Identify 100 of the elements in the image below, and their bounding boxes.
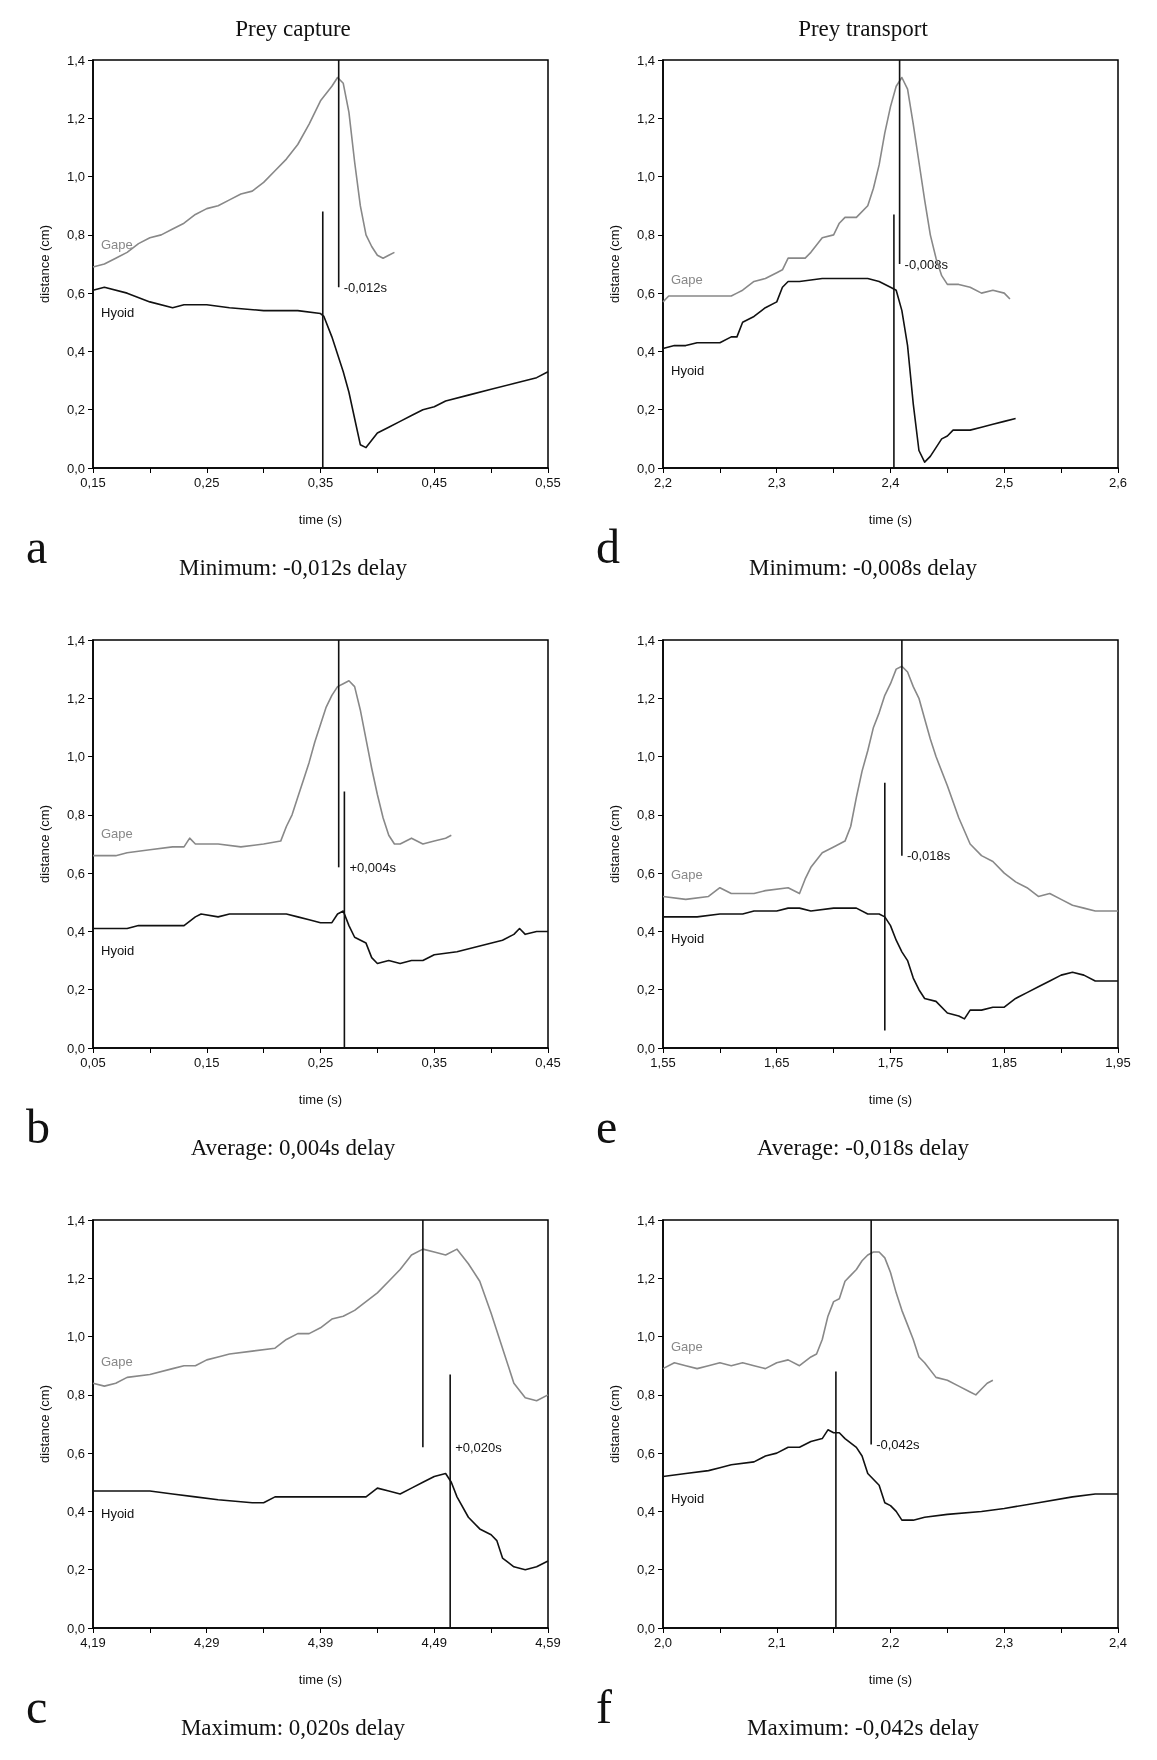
line-series — [662, 76, 1011, 303]
series-label: Gape — [101, 237, 133, 253]
y-tick-label: 0,2 — [636, 1562, 655, 1578]
y-tick-label: 0,2 — [66, 1562, 85, 1578]
x-tick-label: 1,85 — [991, 1055, 1017, 1070]
x-axis-title: time (s) — [298, 1672, 343, 1687]
series-label: Hyoid — [101, 943, 135, 959]
y-axis-title: distance (cm) — [607, 804, 622, 884]
y-tick-label: 1,4 — [636, 1212, 655, 1228]
line-series — [92, 76, 396, 268]
y-tick-label: 0,8 — [636, 807, 655, 823]
text: f — [596, 1679, 612, 1733]
y-tick-label: 0,0 — [636, 1040, 655, 1056]
x-tick-label: 0,35 — [307, 475, 334, 490]
x-tick-label: 2,3 — [995, 1635, 1014, 1650]
line-series — [92, 1248, 549, 1402]
y-tick-label: 1,4 — [636, 632, 655, 648]
x-tick-label: 1,75 — [877, 1055, 904, 1070]
x-tick-label: 4,29 — [194, 1635, 220, 1650]
y-tick-label: 0,0 — [636, 1620, 655, 1636]
text: d — [596, 519, 620, 573]
x-tick-label: 2,6 — [1108, 475, 1128, 490]
text: Maximum: -0,042s delay — [747, 1715, 980, 1740]
y-tick-label: 1,4 — [636, 52, 655, 68]
y-tick-label: 1,2 — [636, 110, 655, 126]
y-tick-label: 0,6 — [66, 285, 85, 301]
series-label: Gape — [101, 826, 133, 842]
x-tick-label: 0,45 — [421, 475, 447, 490]
x-tick-label: 2,3 — [767, 475, 786, 490]
y-tick-label: 0,4 — [66, 923, 85, 939]
annotation: +0,020s — [455, 1439, 503, 1455]
text: c — [26, 1679, 48, 1733]
y-tick-label: 1,2 — [66, 690, 85, 706]
x-tick-label: 0,15 — [80, 475, 106, 490]
series-label: Hyoid — [671, 1490, 705, 1506]
chart-title: Prey transport — [798, 16, 929, 41]
y-tick-label: 1,4 — [66, 52, 85, 68]
series-label: Hyoid — [671, 931, 705, 947]
y-axis-title: distance (cm) — [607, 1384, 622, 1464]
series-label: Hyoid — [101, 1505, 135, 1521]
y-tick-label: 0,8 — [66, 227, 85, 243]
text: Minimum: -0,008s delay — [748, 555, 978, 580]
x-tick-label: 4,59 — [535, 1635, 561, 1650]
text: Maximum: 0,020s delay — [180, 1715, 406, 1740]
y-tick-label: 0,6 — [636, 285, 655, 301]
y-tick-label: 1,2 — [636, 690, 655, 706]
x-axis-title: time (s) — [298, 512, 343, 527]
x-tick-label: 0,35 — [421, 1055, 447, 1070]
series-label: Hyoid — [101, 304, 135, 320]
y-tick-label: 1,0 — [66, 1329, 85, 1345]
y-tick-label: 0,2 — [636, 402, 655, 418]
x-tick-label: 2,4 — [1108, 1635, 1128, 1650]
y-tick-label: 0,2 — [66, 982, 85, 998]
y-axis-title: distance (cm) — [607, 224, 622, 304]
y-tick-label: 0,6 — [66, 865, 85, 881]
x-tick-label: 0,05 — [80, 1055, 106, 1070]
y-tick-label: 0,8 — [636, 227, 655, 243]
y-tick-label: 0,0 — [66, 460, 85, 476]
y-tick-label: 0,0 — [66, 1040, 85, 1056]
x-tick-label: 2,2 — [881, 1635, 900, 1650]
x-tick-label: 0,15 — [194, 1055, 220, 1070]
x-tick-label: 2,4 — [881, 475, 900, 490]
line-series — [92, 680, 453, 857]
x-axis-title: time (s) — [298, 1092, 343, 1107]
y-tick-label: 0,0 — [636, 460, 655, 476]
annotation: -0,018s — [906, 848, 951, 864]
y-tick-label: 0,6 — [636, 865, 655, 881]
y-tick-label: 1,0 — [636, 749, 655, 765]
series-label: Gape — [101, 1353, 133, 1369]
series-label: Hyoid — [671, 363, 705, 379]
x-tick-label: 0,55 — [535, 475, 561, 490]
series-label: Gape — [671, 866, 703, 882]
x-tick-label: 0,45 — [535, 1055, 561, 1070]
x-tick-label: 2,0 — [653, 1635, 673, 1650]
text: b — [26, 1099, 50, 1153]
text: Average: 0,004s delay — [190, 1135, 396, 1160]
annotation: +0,004s — [349, 859, 397, 875]
series-label: Gape — [671, 1339, 703, 1355]
annotation: -0,042s — [876, 1436, 921, 1452]
y-tick-label: 0,4 — [636, 1503, 655, 1519]
y-axis-title: distance (cm) — [37, 224, 52, 304]
x-tick-label: 4,19 — [80, 1635, 106, 1650]
chart-title: Prey capture — [235, 16, 351, 41]
x-tick-label: 2,2 — [653, 475, 673, 490]
y-tick-label: 1,0 — [636, 169, 655, 185]
annotation: -0,012s — [343, 279, 388, 295]
y-tick-label: 0,4 — [66, 343, 85, 359]
y-axis-title: distance (cm) — [37, 1384, 52, 1464]
x-tick-label: 2,1 — [767, 1635, 786, 1650]
y-tick-label: 1,2 — [66, 110, 85, 126]
y-tick-label: 1,0 — [636, 1329, 655, 1345]
x-tick-label: 0,25 — [194, 475, 220, 490]
y-tick-label: 0,4 — [66, 1503, 85, 1519]
text: e — [596, 1099, 618, 1153]
x-axis-title: time (s) — [868, 1092, 913, 1107]
line-series — [662, 1251, 994, 1396]
x-axis-title: time (s) — [868, 1672, 913, 1687]
y-tick-label: 0,6 — [66, 1445, 85, 1461]
annotation: -0,008s — [904, 256, 949, 272]
line-series — [662, 665, 1119, 912]
